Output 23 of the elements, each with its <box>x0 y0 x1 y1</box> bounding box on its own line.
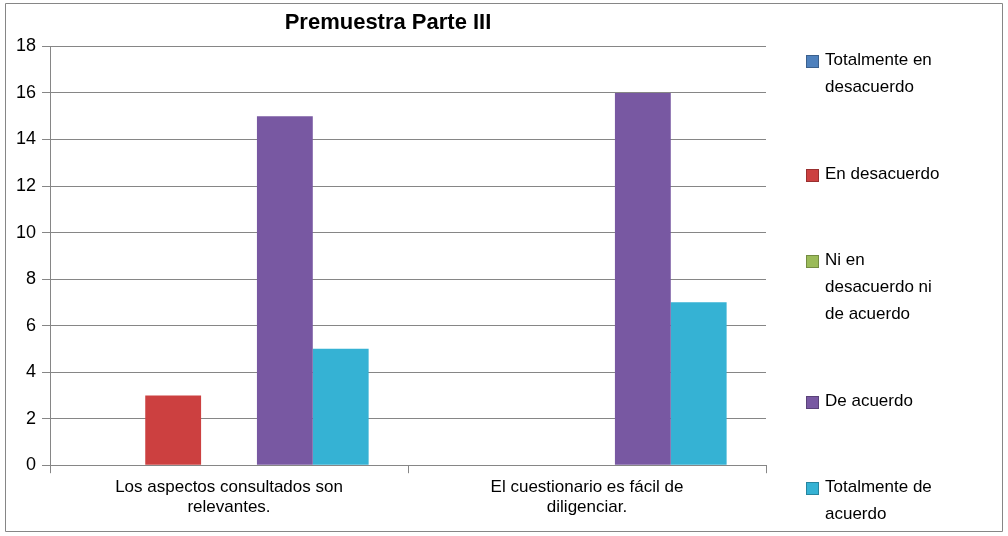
x-tick-label: Los aspectos consultados son relevantes. <box>115 477 343 517</box>
y-tick-label: 16 <box>15 81 37 102</box>
bar <box>256 116 313 465</box>
y-tick-label: 2 <box>26 407 37 428</box>
bar <box>670 302 727 465</box>
legend-label: Ni en desacuerdo ni de acuerdo <box>825 249 933 326</box>
legend-label: De acuerdo <box>825 389 913 412</box>
legend-label: En desacuerdo <box>825 162 940 185</box>
x-tick-label: El cuestionario es fácil de diligenciar. <box>490 477 684 517</box>
chart-title: Premuestra Parte III <box>284 9 492 35</box>
y-tick-label: 12 <box>15 174 37 195</box>
bar <box>614 92 671 465</box>
y-tick-label: 0 <box>26 454 37 475</box>
y-tick-label: 8 <box>26 268 37 289</box>
bar <box>145 395 202 465</box>
y-tick-label: 10 <box>15 221 37 242</box>
legend-label: Totalmente en desacuerdo <box>825 49 933 99</box>
y-tick-label: 14 <box>15 128 37 149</box>
y-tick-label: 6 <box>26 314 37 335</box>
legend-label: Totalmente de acuerdo <box>825 476 933 526</box>
y-tick-label: 4 <box>26 361 37 382</box>
y-tick-label: 18 <box>15 35 37 56</box>
bar <box>312 348 369 465</box>
